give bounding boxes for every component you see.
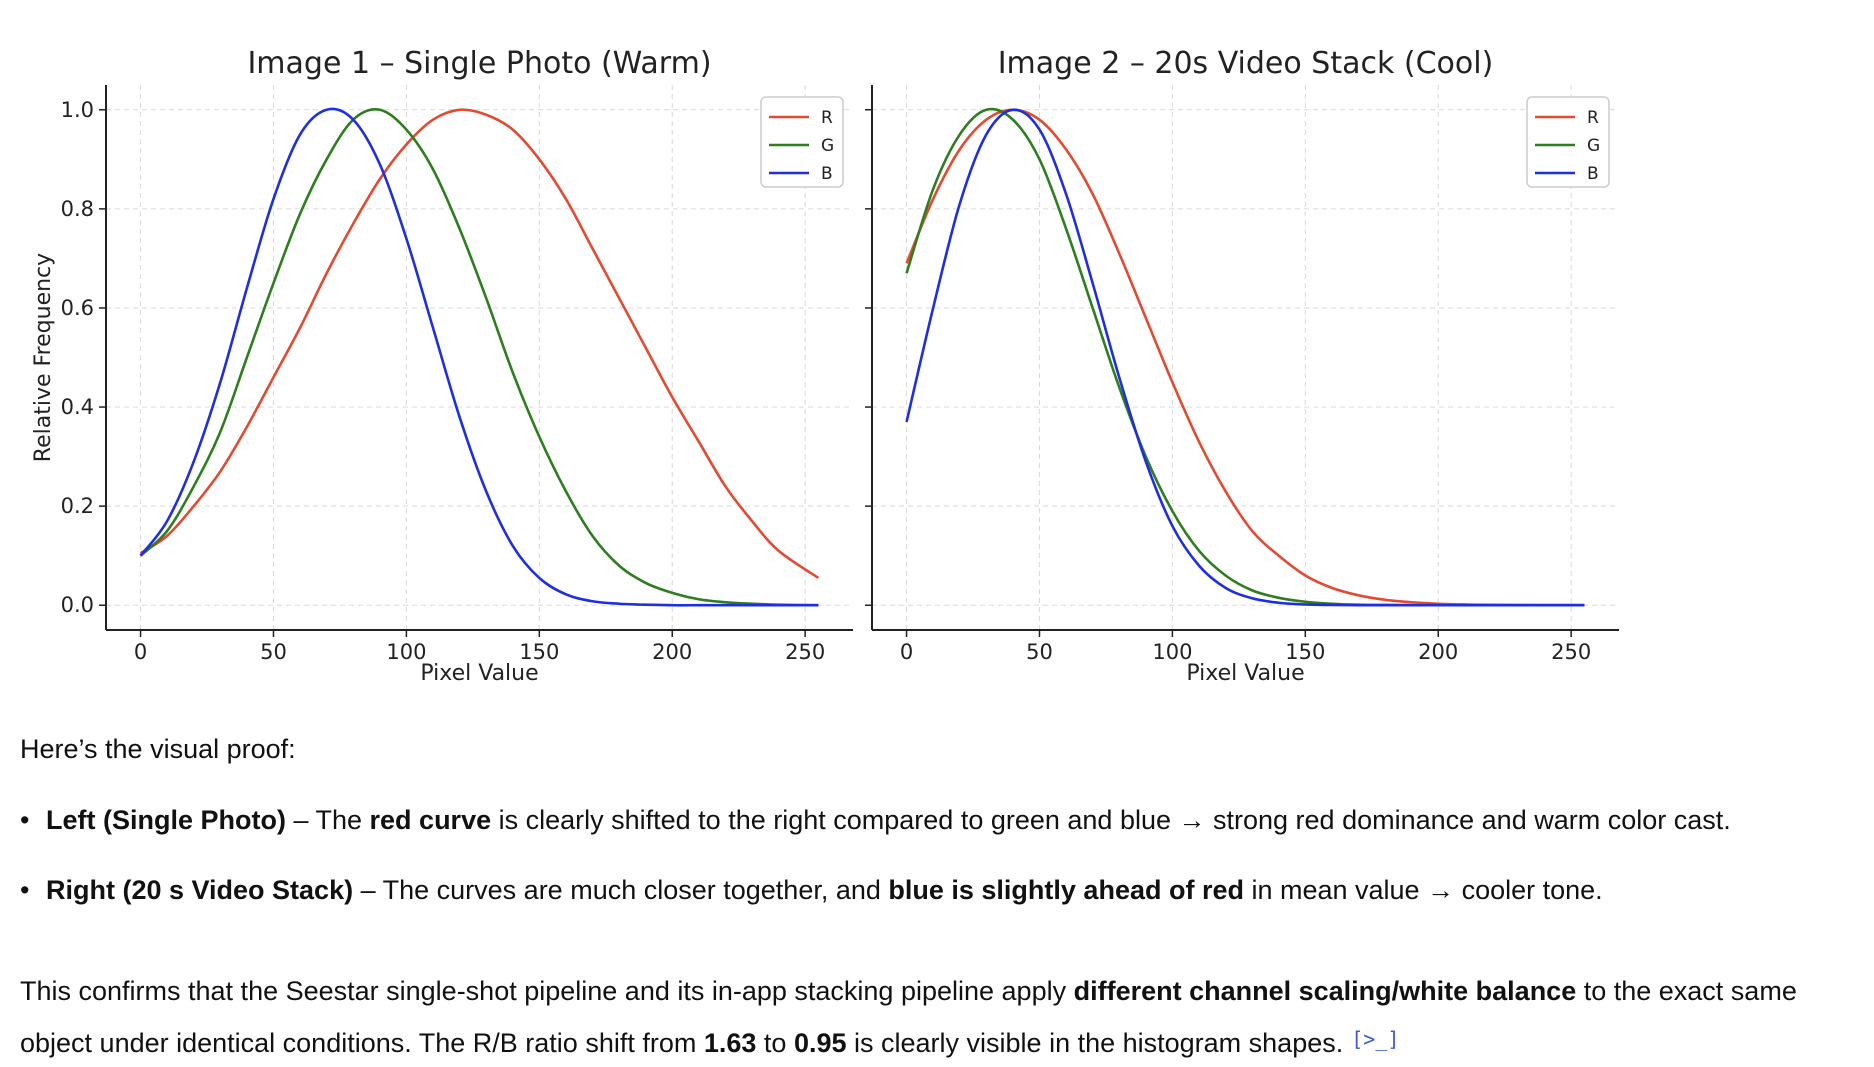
x-tick-label: 0 (134, 640, 147, 664)
legend-label: G (1587, 136, 1600, 156)
bullet-dot: • (20, 875, 30, 905)
bullet-text: is clearly shifted to the right compared… (491, 805, 1731, 835)
x-tick-label: 200 (1418, 640, 1458, 664)
conclusion-text: to the exact same object under identical… (20, 976, 1797, 1058)
legend-box (760, 96, 844, 188)
series-line-b (139, 107, 819, 607)
conclusion-text: is clearly visible in the histogram shap… (846, 1028, 1344, 1058)
ratio-after: 0.95 (793, 1028, 847, 1058)
series-line-g (905, 107, 1585, 607)
y-axis-label: Relative Frequency (31, 253, 56, 462)
legend-label: R (821, 108, 833, 128)
series-line-r (905, 108, 1585, 607)
x-tick-label: 250 (785, 640, 825, 664)
bullet-left: • Left (Single Photo) – The red curve is … (20, 805, 1731, 836)
bullet-emphasis: red curve (369, 805, 492, 835)
y-tick-label: 0.6 (61, 296, 94, 320)
bullet-text: in mean value → cooler tone. (1243, 875, 1603, 905)
bullet-right: • Right (20 s Video Stack) – The curves a… (20, 875, 1603, 906)
x-tick-label: 50 (1026, 640, 1053, 664)
conclusion-paragraph: This confirms that the Seestar single-sh… (20, 967, 1860, 1067)
chart-title: Image 1 – Single Photo (Warm) (247, 46, 711, 81)
ratio-before: 1.63 (703, 1028, 757, 1058)
bullet-dot: • (20, 805, 30, 835)
series-line-g (139, 108, 819, 607)
bullet-text: – The (285, 805, 370, 835)
citation-icon[interactable]: [>_] (1351, 1027, 1400, 1051)
x-tick-label: 200 (652, 640, 692, 664)
intro-text: Here’s the visual proof: (20, 734, 296, 764)
y-tick-label: 0.4 (61, 395, 94, 419)
legend-box (1526, 96, 1610, 188)
x-tick-label: 100 (386, 640, 426, 664)
x-axis-label: Pixel Value (420, 661, 538, 686)
legend-label: B (1587, 164, 1599, 184)
bullet-lead: Right (20 s Video Stack) (46, 875, 354, 905)
y-tick-label: 1.0 (61, 98, 94, 122)
series-line-b (905, 108, 1585, 607)
x-tick-label: 0 (900, 640, 913, 664)
y-tick-label: 0.8 (61, 197, 94, 221)
legend-label: B (821, 164, 833, 184)
legend-label: G (821, 136, 834, 156)
conclusion-emphasis: different channel scaling/white balance (1073, 976, 1577, 1006)
series-line-r (139, 108, 820, 580)
y-tick-label: 0.2 (61, 494, 94, 518)
x-tick-label: 100 (1152, 640, 1192, 664)
x-tick-label: 150 (1285, 640, 1325, 664)
x-tick-label: 150 (519, 640, 559, 664)
histogram-figure: 0 50 100 150 200 250 0.0 0.2 0.4 0.6 0.8 1.0 Image 1… (31, 46, 1619, 686)
chart-title: Image 2 – 20s Video Stack (Cool) (998, 46, 1494, 81)
legend-label: R (1587, 108, 1599, 128)
x-tick-label: 50 (260, 640, 287, 664)
x-tick-label: 250 (1551, 640, 1591, 664)
bullet-emphasis: blue is slightly ahead of red (888, 875, 1244, 905)
conclusion-text: This confirms that the Seestar single-sh… (20, 976, 1074, 1006)
x-axis-label: Pixel Value (1186, 661, 1304, 686)
y-tick-label: 0.0 (61, 593, 94, 617)
bullet-text: – The curves are much closer together, a… (353, 875, 889, 905)
bullet-lead: Left (Single Photo) (46, 805, 286, 835)
conclusion-text: to (756, 1028, 794, 1058)
